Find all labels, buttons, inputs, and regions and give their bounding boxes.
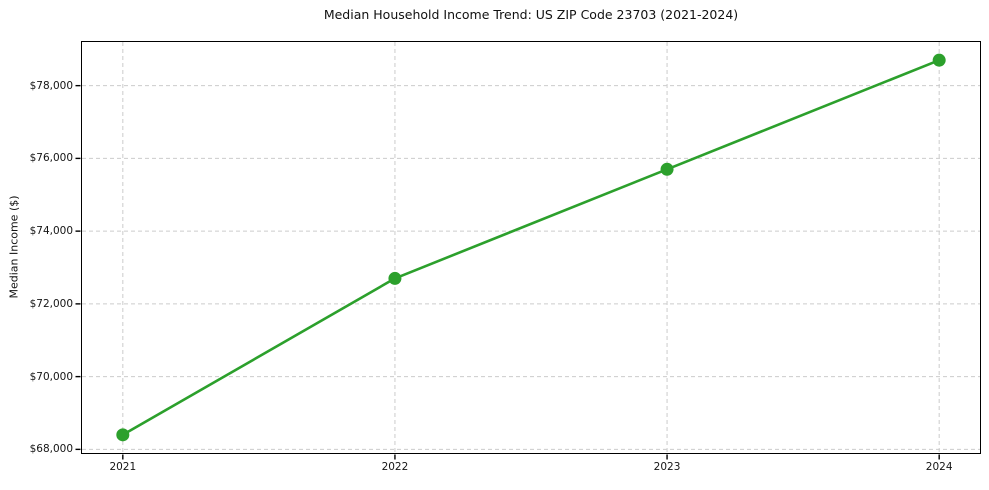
x-tick-label: 2021: [109, 461, 137, 473]
y-axis-label: Median Income ($): [7, 195, 21, 299]
data-point: [932, 53, 946, 67]
data-point: [387, 271, 401, 285]
trend-line: [121, 58, 940, 436]
y-tick-label: $70,000: [29, 370, 73, 383]
x-tick-label: 2022: [381, 461, 409, 473]
data-point: [115, 427, 129, 441]
x-tick-label: 2024: [925, 461, 953, 473]
x-tick-label: 2023: [653, 461, 681, 473]
y-tick-label: $72,000: [29, 297, 73, 310]
y-tick-label: $68,000: [29, 443, 73, 456]
line-chart-canvas: [75, 41, 980, 459]
y-tick-label: $76,000: [29, 152, 73, 165]
y-tick-label: $78,000: [29, 79, 73, 92]
data-point: [660, 162, 674, 176]
chart-title: Median Household Income Trend: US ZIP Co…: [323, 7, 739, 22]
plot-area: [75, 40, 981, 459]
